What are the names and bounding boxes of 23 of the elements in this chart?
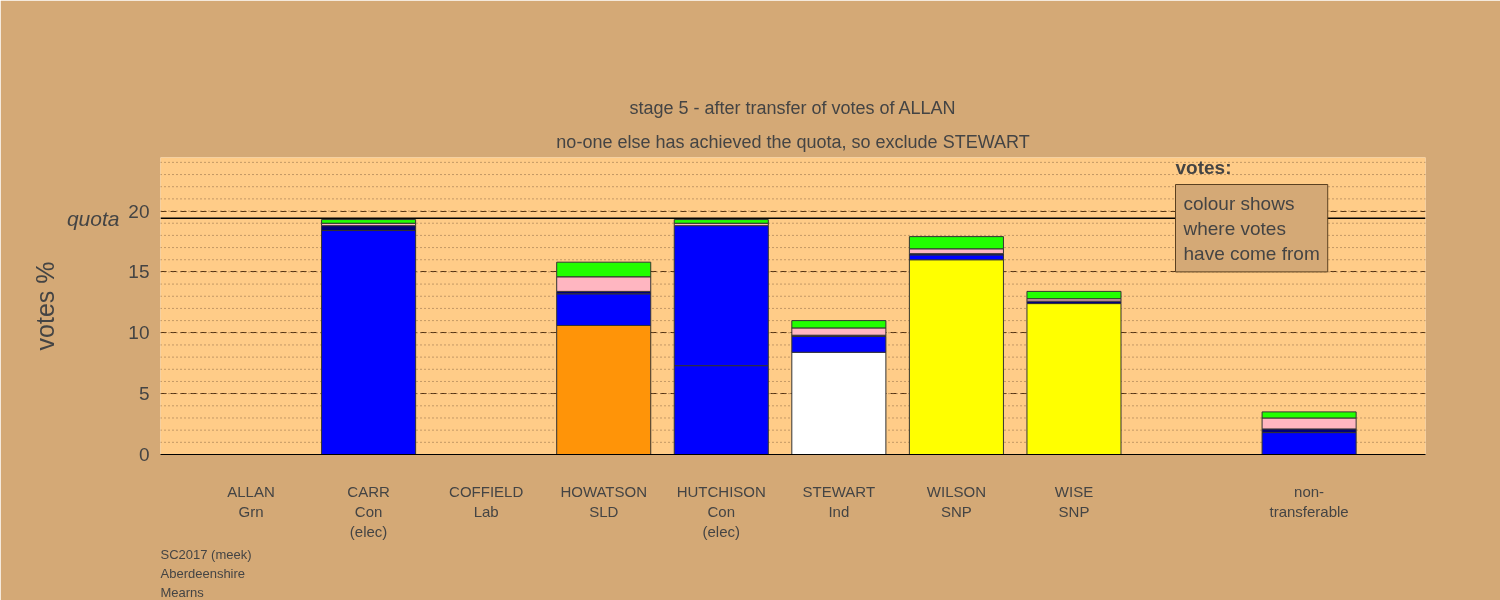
text: Mearns xyxy=(160,584,205,600)
x-tick-label: WILSON SNP xyxy=(926,482,987,520)
y-tick-label: 5 xyxy=(138,383,150,405)
x-tick-label: WISE SNP xyxy=(1054,482,1094,520)
x-tick-label: non- transferable xyxy=(1269,482,1349,520)
text: Aberdeenshire xyxy=(160,565,246,581)
x-tick-label: HOWATSON SLD xyxy=(560,482,648,520)
x-tick-label: CARR Con (elec) xyxy=(347,482,391,541)
chart-subtitle: no-one else has achieved the quota, so exclude STEWART xyxy=(556,131,1030,152)
x-tick-label: HUTCHISON Con (elec) xyxy=(676,482,766,541)
y-axis-title: votes % xyxy=(30,261,59,351)
annotation: votes: xyxy=(1175,156,1232,178)
x-tick-label: STEWART Ind xyxy=(802,482,876,520)
y-tick-label: 15 xyxy=(128,261,150,283)
annotation: colour shows where votes have come from xyxy=(1182,192,1320,264)
x-tick-label: COFFIELD Lab xyxy=(449,482,524,520)
y-tick-label: 20 xyxy=(128,200,150,222)
ref-line-label: quota xyxy=(66,206,120,230)
y-tick-label: 10 xyxy=(128,322,150,344)
x-tick-label: ALLAN Grn xyxy=(227,482,275,520)
chart-title: stage 5 - after transfer of votes of ALLAN xyxy=(629,97,956,118)
text: SC2017 (meek) xyxy=(160,546,252,562)
y-tick-label: 0 xyxy=(138,444,150,465)
